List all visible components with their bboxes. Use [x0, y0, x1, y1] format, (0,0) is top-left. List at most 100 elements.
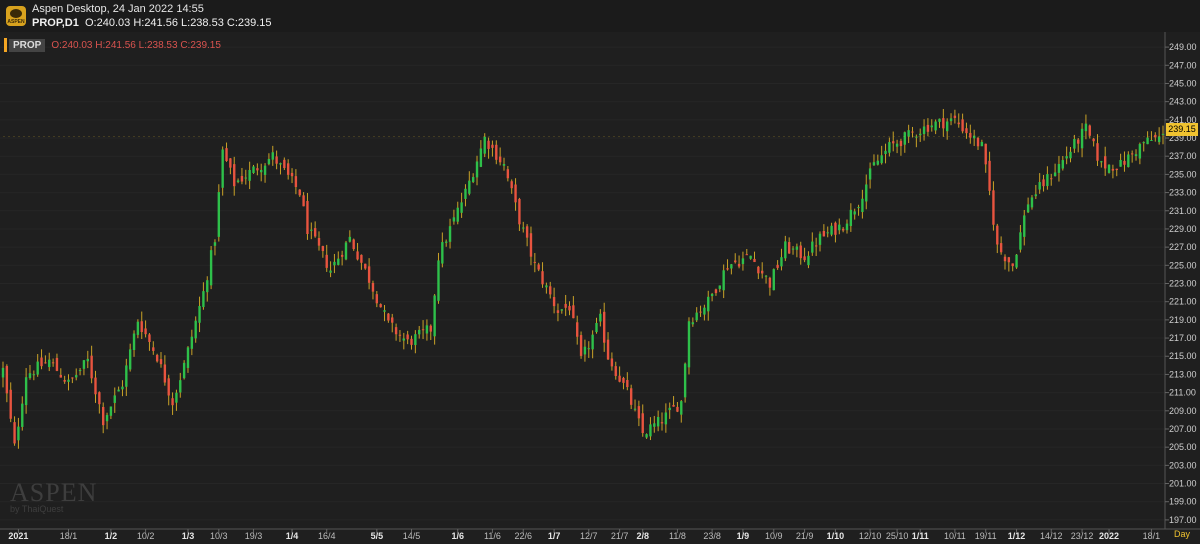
y-tick-label: 233.00: [1169, 188, 1197, 198]
watermark-by: by ThaiQuest: [10, 504, 64, 514]
candle: [811, 232, 814, 256]
candle-body: [1057, 163, 1061, 173]
y-tick-label: 203.00: [1169, 460, 1197, 470]
candle: [1146, 131, 1149, 145]
candle: [791, 246, 795, 255]
candle: [313, 221, 317, 238]
candle: [853, 208, 856, 220]
candle-body: [340, 254, 344, 257]
candle: [830, 222, 833, 237]
candle-body: [699, 311, 702, 313]
candle: [1150, 131, 1153, 142]
candle: [1015, 254, 1018, 269]
candle-body: [749, 255, 752, 259]
candle-body: [491, 144, 494, 148]
candle: [703, 304, 706, 321]
candle-body: [1142, 142, 1145, 144]
watermark: ASPEN by ThaiQuest: [10, 478, 97, 514]
candle: [51, 358, 55, 367]
candle: [814, 237, 818, 257]
candle-body: [568, 305, 571, 311]
candle: [822, 224, 826, 237]
candle: [568, 301, 571, 316]
candle-body: [710, 293, 714, 297]
candle: [17, 417, 20, 449]
candle: [371, 280, 375, 300]
candle: [302, 192, 305, 207]
candle-body: [252, 166, 255, 173]
candle: [63, 375, 66, 384]
candle: [1053, 163, 1057, 177]
candle: [865, 174, 868, 210]
candle: [24, 368, 28, 414]
price-chart[interactable]: 249.00 247.00 245.00 243.00 241.00 239.00 237.…: [0, 32, 1200, 544]
candle-body: [98, 392, 101, 405]
candle: [421, 320, 425, 340]
candle: [337, 251, 340, 266]
candle-body: [317, 238, 321, 246]
candle: [71, 377, 74, 384]
candle-body: [961, 119, 964, 132]
candle: [155, 353, 159, 363]
candle: [1161, 125, 1165, 145]
candle: [633, 399, 637, 412]
candle: [622, 376, 625, 390]
candle-body: [1084, 123, 1088, 132]
candle: [533, 253, 537, 273]
candle-body: [86, 358, 89, 362]
candle: [903, 131, 906, 153]
candle: [718, 285, 722, 293]
y-tick-label: 199.00: [1169, 497, 1197, 507]
candle-body: [1053, 172, 1057, 177]
candle-body: [903, 132, 906, 145]
candle-body: [587, 348, 590, 350]
candle: [94, 370, 97, 403]
candle-body: [121, 386, 124, 390]
candle-body: [664, 412, 668, 425]
current-price-tag: 239.15: [1166, 123, 1198, 136]
candle: [28, 364, 32, 380]
candle: [957, 113, 960, 128]
ohlc-summary: PROP,D1 O:240.03 H:241.56 L:238.53 C:239…: [32, 17, 272, 29]
y-tick-label: 249.00: [1169, 42, 1197, 52]
candle: [969, 124, 972, 144]
candle: [1023, 209, 1026, 246]
candle-body: [895, 143, 899, 147]
candle: [737, 255, 741, 269]
candle-body: [868, 168, 872, 180]
period-label[interactable]: Day: [1174, 529, 1191, 539]
candle: [618, 366, 621, 383]
candle-body: [275, 156, 278, 164]
candle-body: [344, 242, 348, 260]
candle: [857, 204, 860, 216]
candle: [209, 246, 213, 290]
candle: [768, 276, 772, 296]
candle: [599, 309, 602, 327]
x-tick-label: 18/1: [60, 531, 78, 541]
candle: [441, 232, 444, 268]
candle-body: [102, 406, 105, 426]
candle-body: [633, 408, 637, 410]
candle: [1038, 173, 1041, 194]
candle-body: [1157, 136, 1161, 143]
candle: [645, 433, 648, 439]
candle-body: [649, 424, 652, 437]
candle-body: [525, 226, 529, 238]
candle-body: [680, 401, 683, 415]
candle-body: [321, 246, 325, 252]
candle-body: [471, 177, 475, 182]
x-tick-label: 1/12: [1008, 531, 1026, 541]
candle-body: [1038, 182, 1041, 190]
candle-body: [533, 261, 537, 263]
candle-body: [1111, 168, 1115, 171]
candle: [1, 361, 5, 388]
candle-body: [614, 366, 617, 377]
candle: [448, 218, 452, 249]
y-tick-label: 201.00: [1169, 479, 1197, 489]
candle: [834, 221, 837, 243]
x-tick-label: 14/5: [403, 531, 421, 541]
candle: [1069, 146, 1072, 163]
candle: [394, 323, 398, 341]
candle-body: [1134, 154, 1138, 157]
candle-body: [865, 184, 868, 202]
